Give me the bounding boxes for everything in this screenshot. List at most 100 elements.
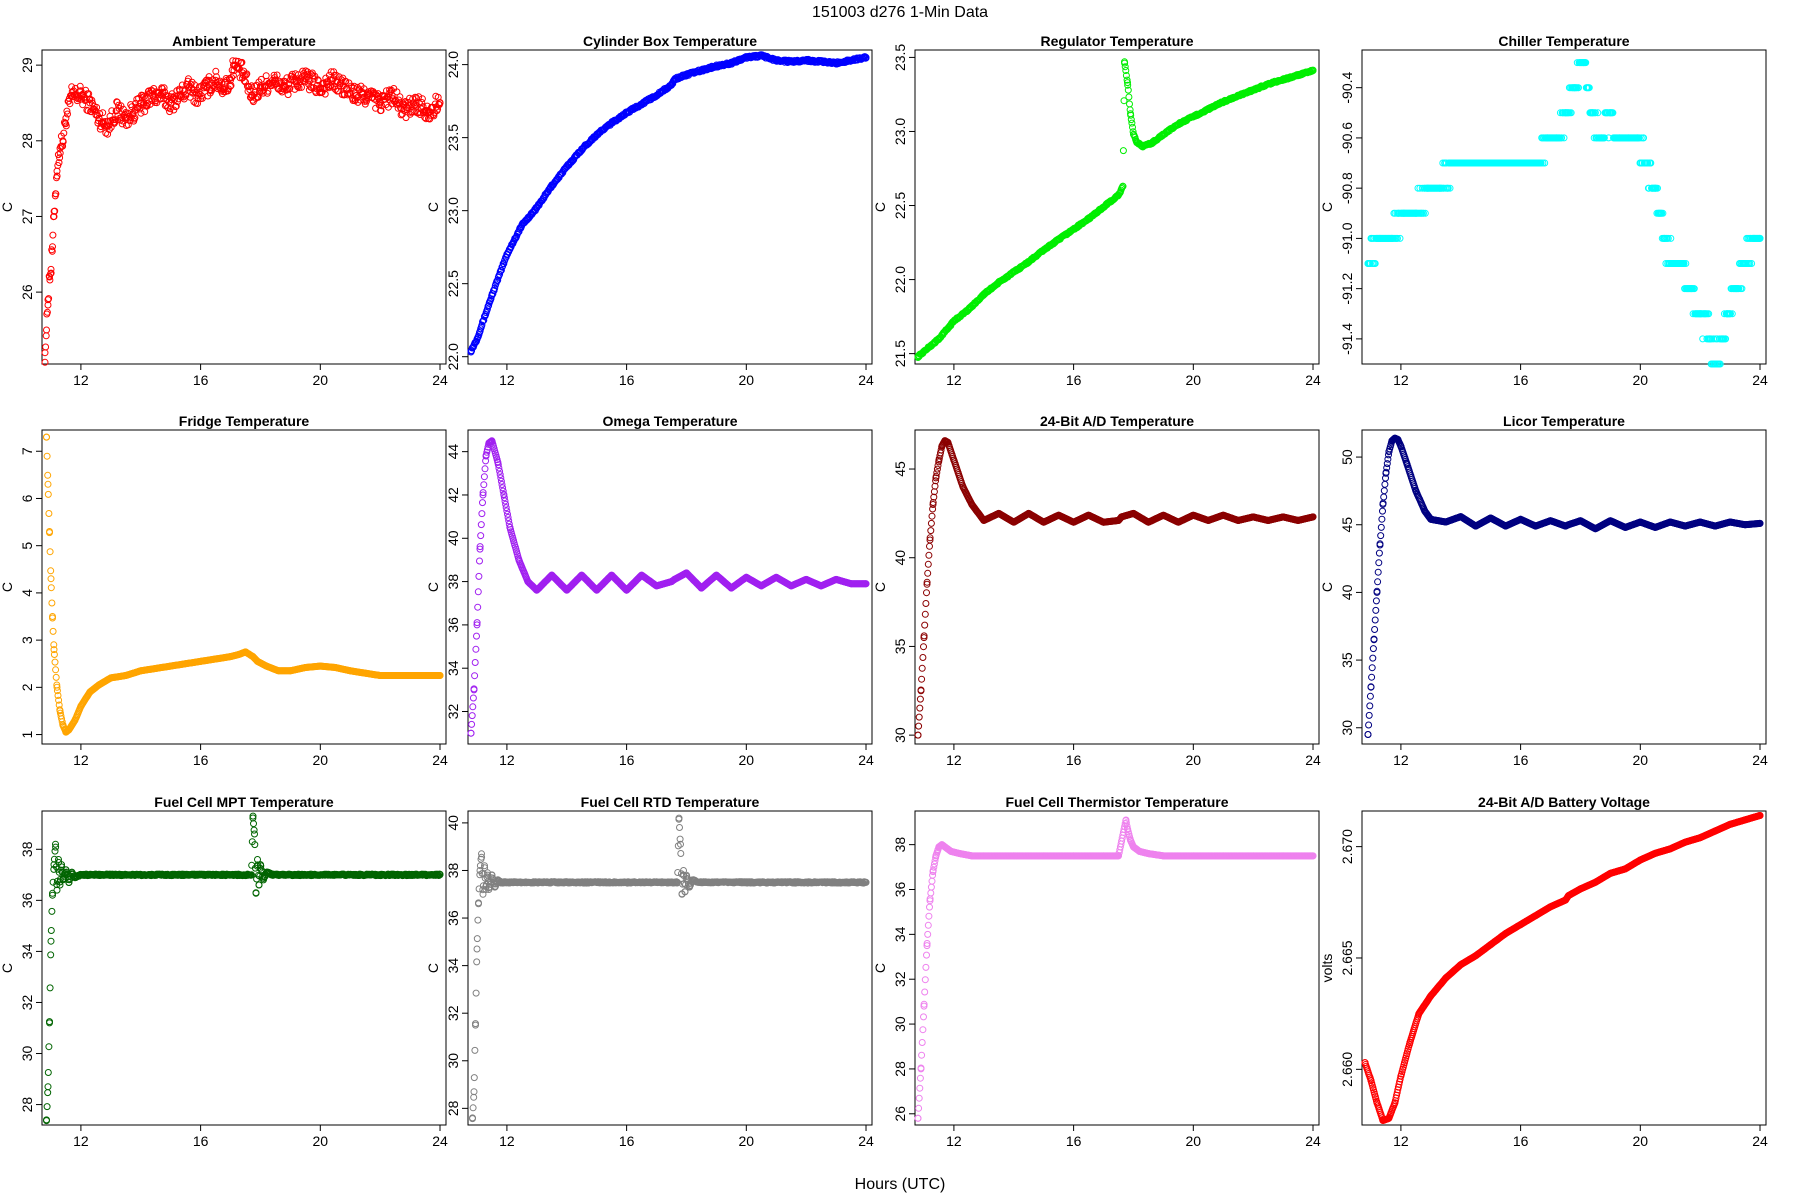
y-tick-label: 42	[445, 487, 461, 503]
data-point	[54, 151, 62, 159]
data-point	[172, 102, 180, 110]
x-tick-label: 16	[1066, 752, 1082, 768]
x-tick-label: 16	[193, 372, 209, 388]
data-point	[273, 71, 281, 79]
data-point	[43, 308, 51, 316]
data-point	[478, 321, 486, 329]
y-tick-label: 2	[19, 683, 35, 691]
data-point	[474, 603, 482, 611]
data-point	[479, 499, 486, 507]
data-point	[477, 532, 485, 540]
panel-title: 24-Bit A/D Temperature	[1040, 413, 1194, 429]
data-point	[43, 326, 50, 334]
data-point	[1126, 100, 1133, 108]
x-tick-label: 24	[1305, 752, 1321, 768]
x-tick-label: 12	[946, 372, 962, 388]
data-point	[396, 93, 404, 101]
data-point	[221, 84, 228, 92]
x-tick-label: 24	[858, 752, 874, 768]
data-point	[156, 95, 164, 103]
data-point	[47, 269, 55, 277]
y-tick-label: 26	[19, 284, 35, 300]
data-point	[190, 98, 198, 106]
data-point	[117, 102, 125, 110]
data-point	[298, 83, 305, 91]
x-tick-label: 20	[313, 372, 329, 388]
data-points	[1364, 59, 1764, 368]
data-point	[166, 108, 174, 116]
data-point	[42, 332, 50, 340]
data-point	[108, 107, 116, 115]
y-tick-label: 21.5	[892, 340, 908, 367]
data-point	[93, 103, 101, 111]
data-point	[227, 82, 235, 89]
data-point	[480, 481, 488, 489]
y-tick-label: -90.4	[1339, 72, 1355, 104]
panel-title: Chiller Temperature	[1498, 33, 1629, 49]
data-point	[77, 91, 85, 99]
y-tick-label: 23.0	[445, 197, 461, 224]
data-point	[927, 519, 935, 527]
data-point	[262, 72, 270, 80]
x-tick-label: 24	[858, 372, 874, 388]
data-point	[475, 572, 483, 580]
data-point	[96, 110, 104, 118]
data-point	[44, 480, 52, 488]
y-tick-label: 23.5	[892, 44, 908, 71]
y-tick-label: 36	[445, 617, 461, 633]
x-tick-label: 16	[1066, 372, 1082, 388]
x-tick-label: 16	[193, 752, 209, 768]
data-point	[212, 76, 220, 84]
data-point	[469, 694, 477, 702]
data-point	[248, 91, 255, 99]
data-point	[916, 704, 924, 712]
data-point	[418, 95, 426, 103]
data-point	[923, 589, 930, 597]
data-point	[41, 358, 49, 366]
data-point	[377, 107, 385, 114]
data-point	[47, 265, 55, 273]
data-point	[257, 84, 264, 92]
data-point	[52, 190, 59, 198]
y-tick-label: 29	[19, 57, 35, 73]
data-point	[243, 70, 251, 78]
y-tick-label: 34	[445, 660, 461, 676]
data-point	[918, 664, 926, 672]
data-point	[178, 81, 186, 89]
data-point	[424, 107, 432, 114]
data-point	[239, 69, 246, 77]
data-point	[51, 207, 59, 215]
data-point	[244, 87, 252, 95]
data-point	[928, 512, 936, 520]
data-point	[295, 84, 303, 92]
data-point	[44, 490, 52, 498]
y-tick-label: 3	[19, 636, 35, 644]
x-tick-label: 24	[432, 752, 448, 768]
data-point	[498, 263, 506, 271]
data-point	[55, 159, 63, 167]
figure-title: 151003 d276 1-Min Data	[812, 4, 988, 21]
y-axis-label: C	[872, 202, 888, 212]
data-point	[46, 548, 54, 556]
y-tick-label: 27	[19, 208, 35, 224]
data-point	[104, 130, 112, 138]
x-tick-label: 12	[946, 752, 962, 768]
data-point	[42, 343, 50, 351]
data-point	[496, 270, 504, 278]
data-point	[1119, 147, 1127, 155]
y-tick-label: 32	[445, 704, 461, 720]
data-point	[135, 102, 143, 110]
data-point	[471, 659, 479, 666]
x-tick-label: 12	[73, 372, 89, 388]
data-point	[914, 731, 922, 739]
data-point	[68, 91, 76, 99]
data-point	[194, 100, 201, 107]
y-tick-label: 24.0	[445, 51, 461, 78]
data-point	[52, 666, 60, 674]
data-point	[415, 93, 423, 101]
data-point	[45, 510, 53, 517]
panel-title: Cylinder Box Temperature	[583, 33, 757, 49]
